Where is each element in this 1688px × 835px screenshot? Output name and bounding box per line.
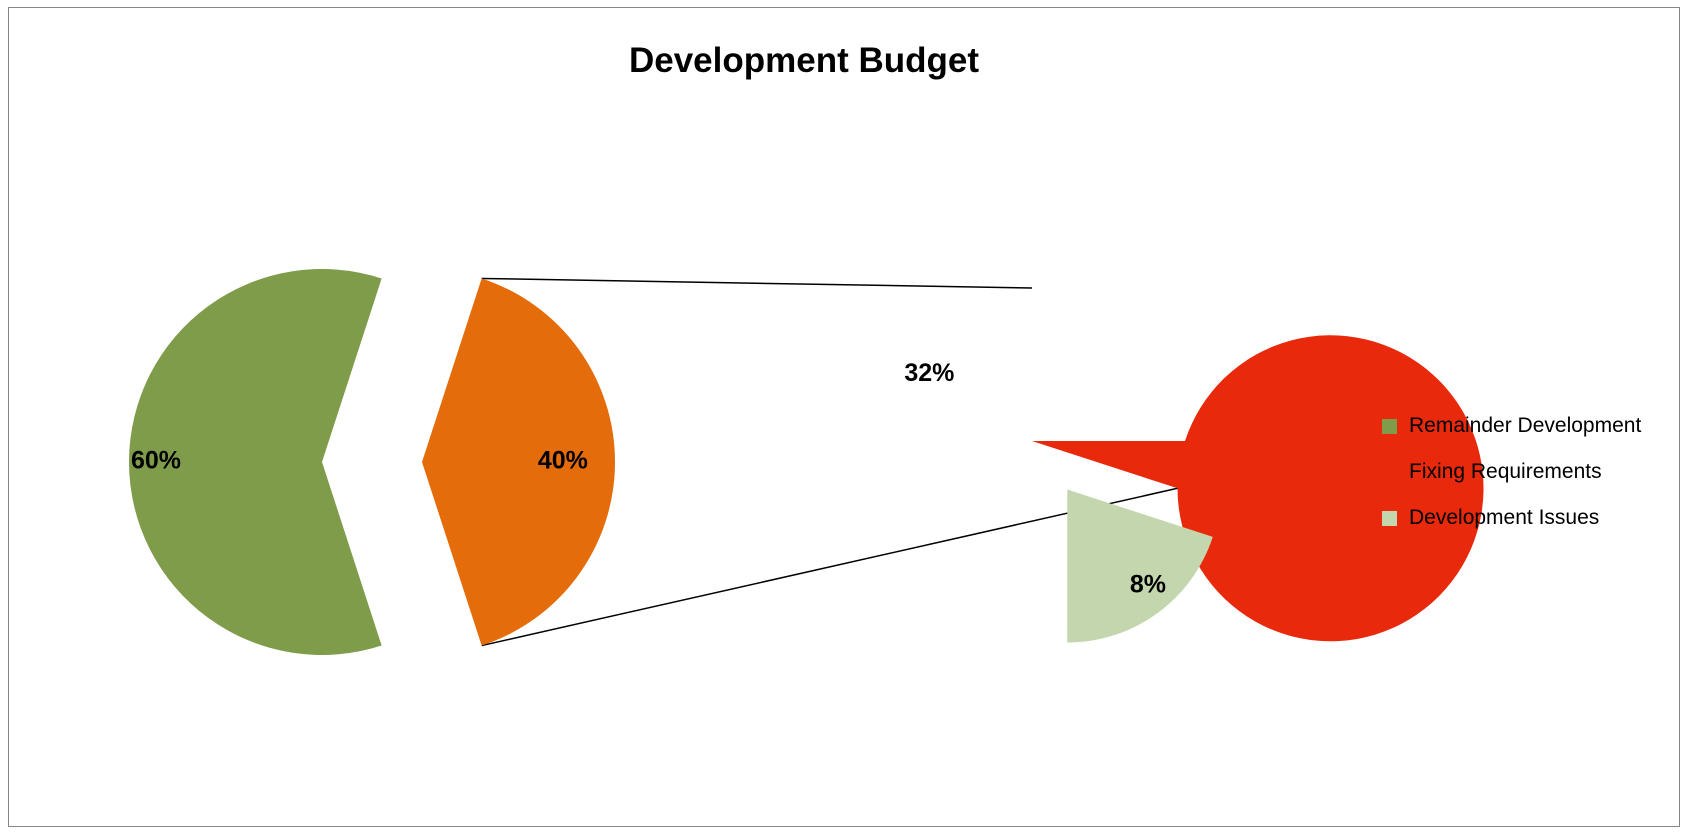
chart-title: Development Budget: [628, 41, 980, 80]
legend-swatch: [1382, 418, 1397, 434]
pie-slices: [128, 269, 1484, 655]
legend: Remainder Development Fixing Requirement…: [1382, 403, 1641, 541]
data-label-remainder-development: 60%: [131, 447, 181, 475]
data-labels: 60% 40% 32% 8%: [131, 359, 1166, 598]
legend-swatch: [1382, 510, 1397, 526]
connector-line-top: [481, 277, 1033, 289]
data-label-fixing-requirements: 32%: [904, 359, 954, 387]
connector-lines: [481, 277, 1178, 647]
slice-other: [422, 278, 615, 646]
slice-remainder-development: [128, 269, 382, 655]
slice-fixing-requirements: [1032, 335, 1484, 642]
legend-label: Development Issues: [1409, 506, 1600, 529]
legend-label: Fixing Requirements: [1409, 460, 1602, 483]
legend-label: Remainder Development: [1409, 414, 1642, 437]
legend-item-remainder-development: Remainder Development: [1382, 403, 1641, 449]
slice-development-issues: [1067, 489, 1213, 643]
data-label-other: 40%: [538, 447, 588, 475]
legend-swatch: [1382, 464, 1397, 480]
legend-item-development-issues: Development Issues: [1382, 495, 1641, 541]
legend-item-fixing-requirements: Fixing Requirements: [1382, 449, 1641, 495]
connector-line-bottom: [481, 487, 1178, 647]
data-label-development-issues: 8%: [1130, 570, 1166, 598]
